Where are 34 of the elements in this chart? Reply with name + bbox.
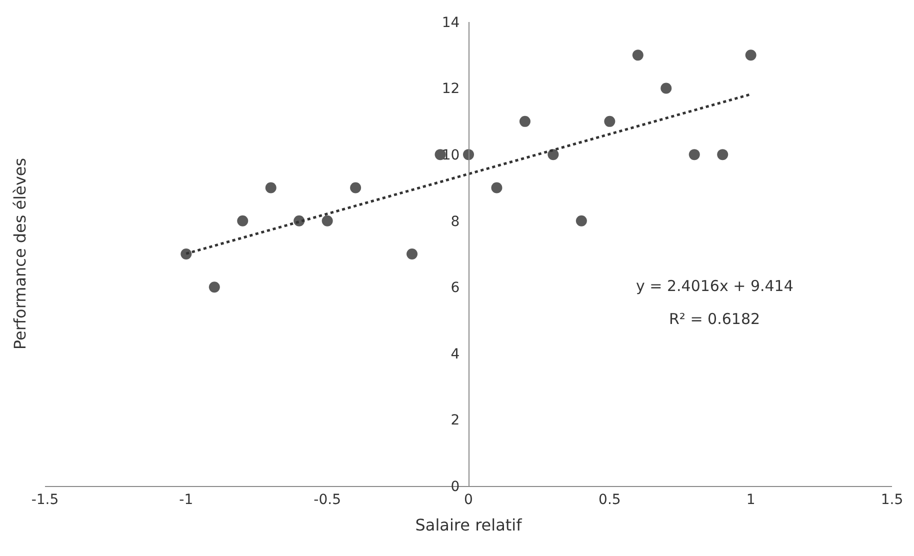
y-tick-label: 4 [450, 346, 460, 362]
point [745, 50, 756, 61]
y-tick-label: 8 [450, 214, 460, 230]
x-tick-label: 0.5 [598, 492, 621, 508]
x-tick-label: -1.5 [31, 492, 59, 508]
x-tick-label: 1.5 [880, 492, 904, 508]
annotation: y = 2.4016x + 9.414 [636, 277, 794, 295]
y-tick-label: 6 [450, 280, 460, 296]
x-tick-label: 1 [746, 492, 756, 508]
x-tick-label: -0.5 [314, 492, 341, 508]
y-axis-title: Performance des élèves [10, 158, 30, 350]
annotation: R² = 0.6182 [669, 310, 760, 328]
point [519, 116, 530, 127]
x-tick-label: -1 [179, 492, 194, 508]
point [180, 248, 192, 260]
point [322, 215, 333, 226]
x-axis-title: Salaire relatif [415, 516, 522, 534]
y-tick-label: 14 [442, 14, 460, 31]
point [237, 215, 248, 226]
point [632, 50, 644, 61]
point [660, 82, 672, 94]
point [576, 215, 587, 226]
point [548, 149, 559, 160]
y-tick-label: 2 [450, 412, 460, 429]
point [491, 182, 502, 194]
point [265, 182, 276, 194]
point [350, 182, 362, 194]
y-tick-label: 12 [442, 81, 460, 98]
point [406, 248, 418, 260]
x-tick-label: 0 [464, 492, 473, 508]
point [208, 282, 220, 293]
point [604, 116, 616, 127]
point [688, 149, 700, 160]
point [717, 149, 728, 160]
